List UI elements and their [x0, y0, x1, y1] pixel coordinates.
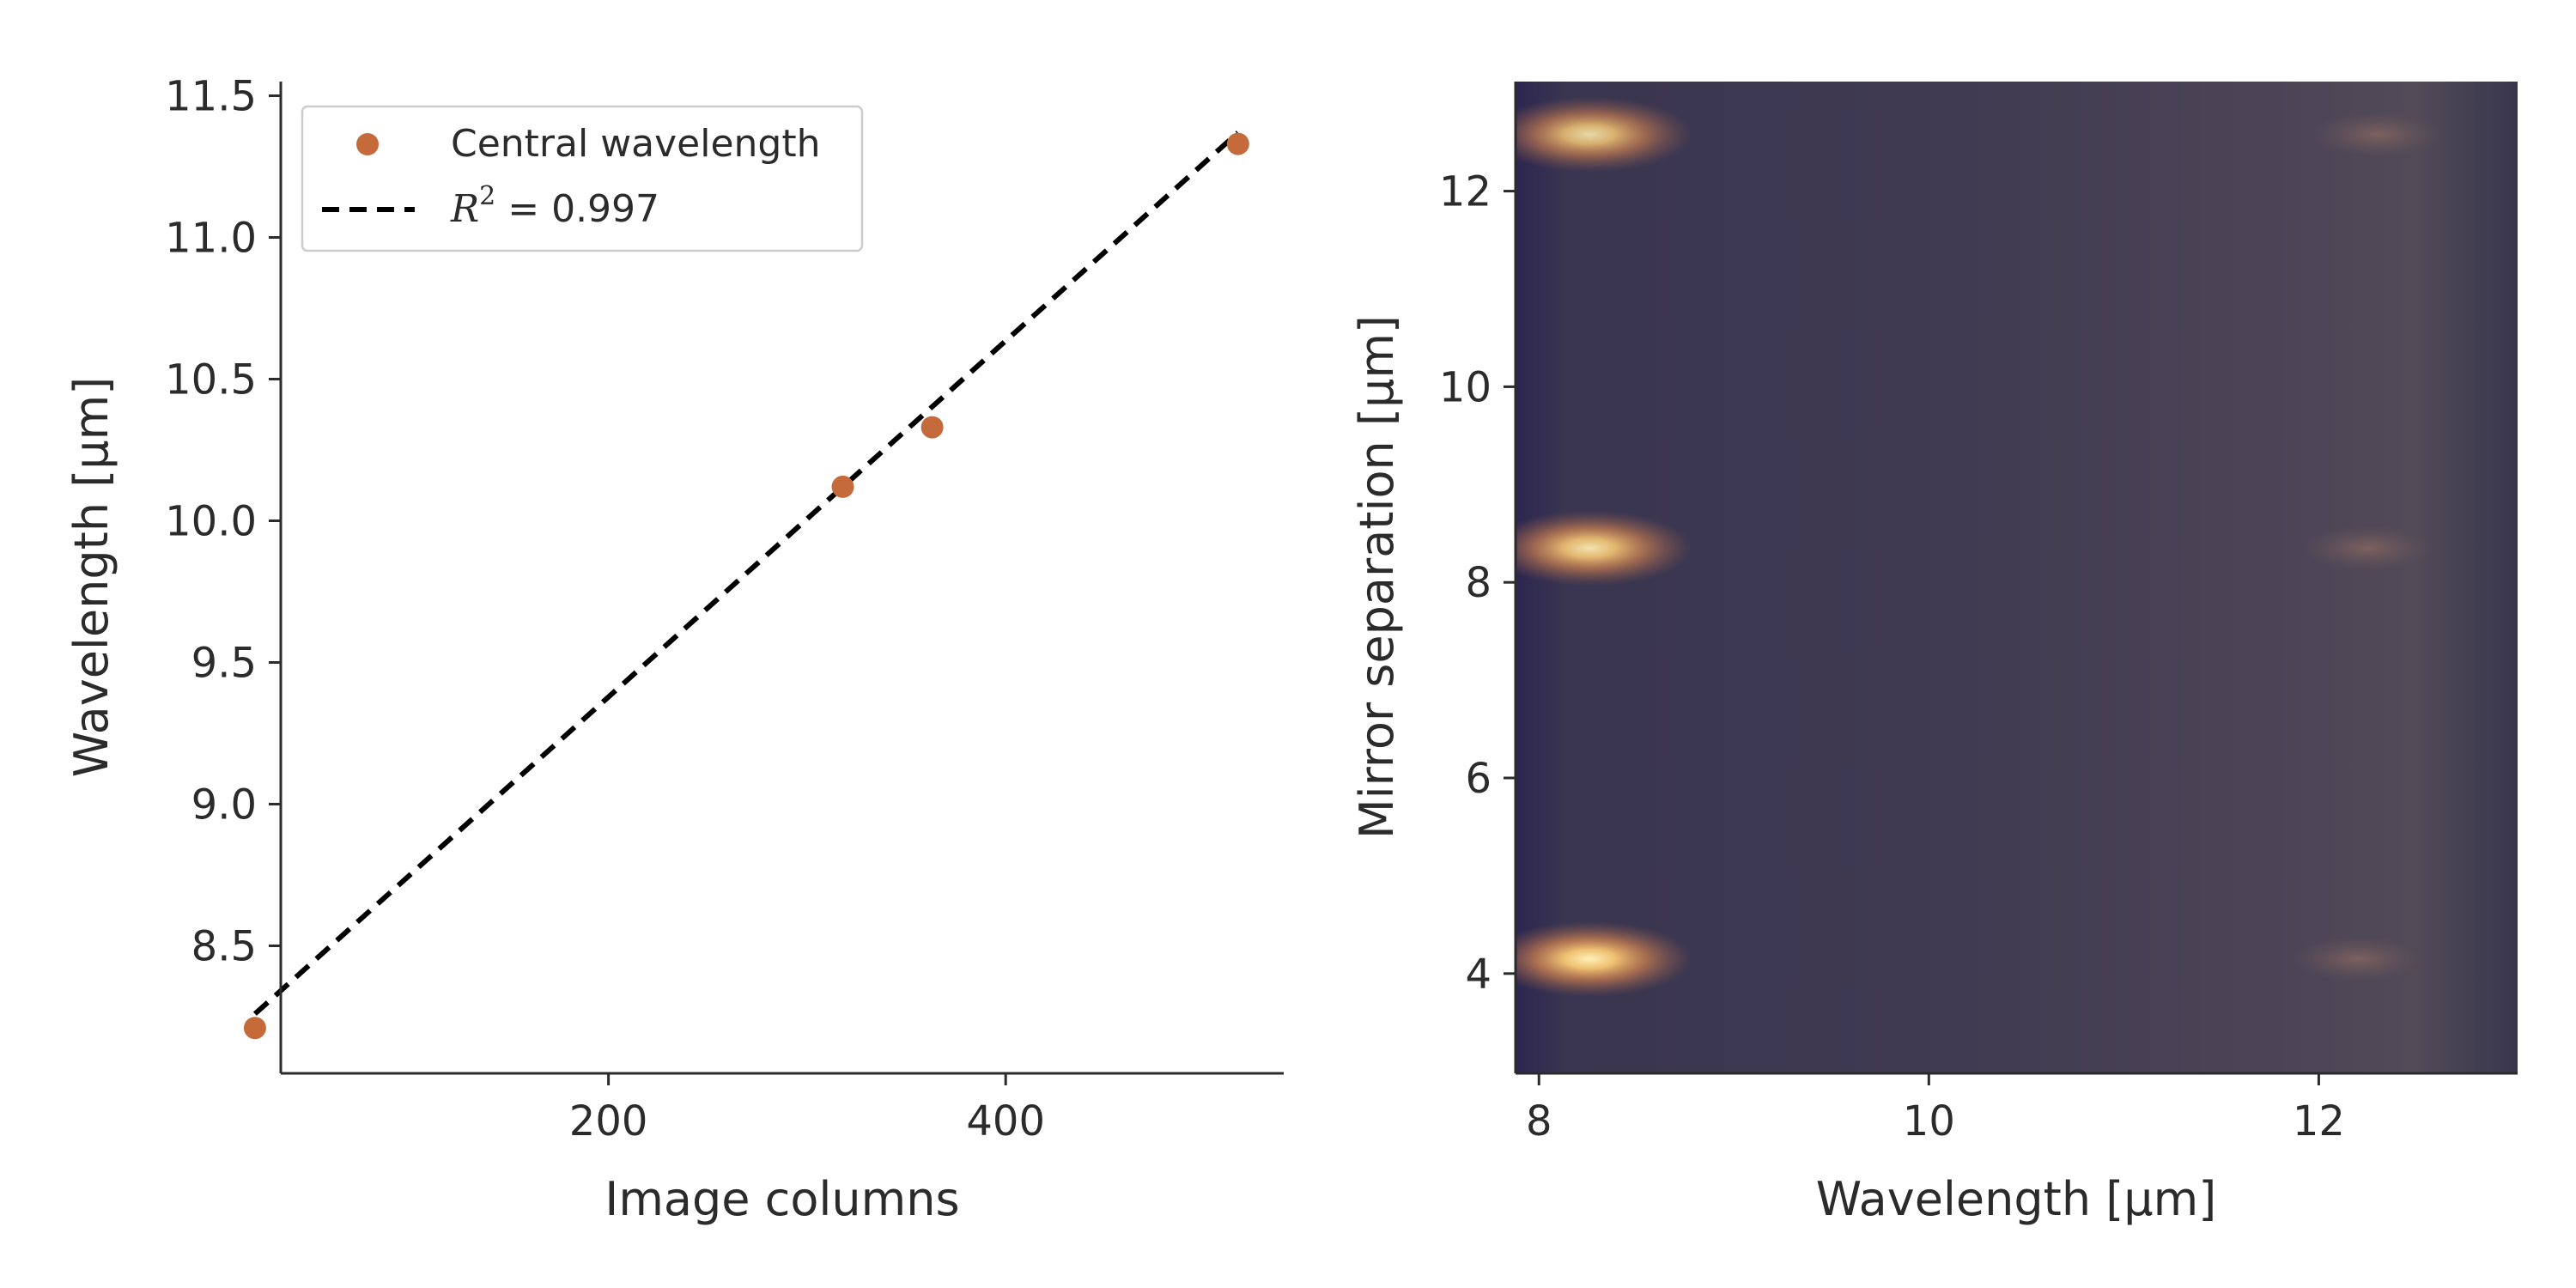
right-y-tick-label: 8 — [1465, 559, 1492, 607]
heatmap-peaks — [1516, 96, 2442, 997]
legend-label-central-wavelength: Central wavelength — [451, 122, 821, 166]
left-y-tick-label: 9.5 — [191, 640, 257, 688]
left-y-tick-label: 10.5 — [165, 356, 257, 404]
legend-label-fit: R2 = 0.997 — [450, 181, 659, 231]
right-y-axis-label: Mirror separation [µm] — [1350, 315, 1404, 839]
left-y-tick-label: 11.5 — [165, 73, 257, 121]
legend: Central wavelength R2 = 0.997 — [301, 105, 864, 252]
left-axis-ticks: 200 400 8.5 9.0 9.5 10.0 10.5 11.0 11.5 — [165, 73, 1045, 1146]
right-y-tick-label: 4 — [1465, 951, 1492, 999]
right-y-tick-label: 10 — [1439, 363, 1492, 411]
legend-marker-central-wavelength — [356, 133, 379, 155]
left-x-axis-label: Image columns — [605, 1172, 959, 1226]
scatter-plot-area — [243, 131, 1249, 1040]
legend-frame — [301, 105, 864, 252]
legend-fit-value: = 0.997 — [495, 187, 659, 231]
fit-line — [252, 131, 1240, 1016]
right-x-axis-label: Wavelength [µm] — [1816, 1172, 2217, 1226]
left-x-tick-label: 200 — [569, 1097, 648, 1145]
right-x-tick-label: 12 — [2293, 1097, 2345, 1145]
right-axis-ticks: 8 10 12 4 6 8 10 12 — [1439, 168, 2345, 1145]
central-wavelength-point — [831, 475, 854, 498]
left-y-tick-label: 9.0 — [191, 781, 257, 829]
central-wavelength-point — [1226, 132, 1249, 155]
central-wavelength-point — [920, 416, 944, 439]
left-y-axis-label: Wavelength [µm] — [64, 377, 118, 778]
heatmap-peak — [1516, 920, 1693, 997]
central-wavelength-point — [243, 1017, 266, 1040]
heatmap-peak — [1516, 510, 1693, 586]
heatmap-peak — [1516, 96, 1693, 173]
right-x-tick-label: 10 — [1903, 1097, 1955, 1145]
heatmap-faint-peak — [2303, 526, 2433, 571]
calibration-scatter-panel: 200 400 8.5 9.0 9.5 10.0 10.5 11.0 11.5 Image co… — [64, 73, 1284, 1226]
right-x-tick-label: 8 — [1526, 1097, 1552, 1145]
legend-fit-superscript: 2 — [479, 181, 495, 211]
right-y-tick-label: 6 — [1465, 755, 1492, 803]
left-x-tick-label: 400 — [966, 1097, 1045, 1145]
left-y-tick-label: 8.5 — [191, 923, 257, 971]
right-y-tick-label: 12 — [1439, 168, 1492, 216]
heatmap-panel: 8 10 12 4 6 8 10 12 Wavelength [µm] Mirror sepa… — [1350, 82, 2518, 1226]
heatmap-faint-peak — [2293, 936, 2422, 981]
legend-fit-symbol: R — [450, 187, 479, 231]
left-y-tick-label: 11.0 — [165, 215, 257, 263]
heatmap-background — [1516, 82, 2518, 1073]
left-y-tick-label: 10.0 — [165, 498, 257, 546]
heatmap-faint-peak — [2312, 112, 2442, 157]
